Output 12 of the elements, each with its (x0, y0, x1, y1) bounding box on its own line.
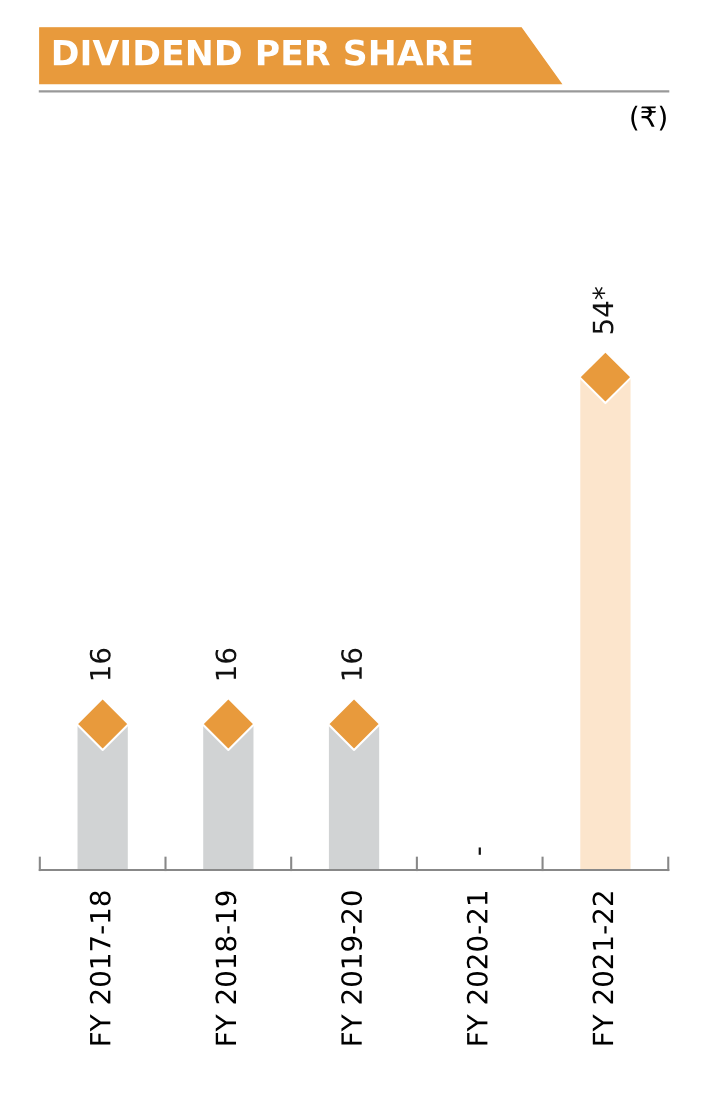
x-tick-label: FY 2017-18 (89, 891, 111, 1045)
x-tick-label: FY 2020-21 (466, 892, 488, 1045)
data-label: 16 (89, 648, 111, 680)
data-label: 54* (592, 287, 614, 334)
x-tick-label: FY 2018-19 (215, 891, 237, 1045)
data-label: 16 (215, 648, 237, 680)
data-label: - (478, 847, 481, 855)
data-label: 16 (341, 648, 363, 680)
x-tick-label: FY 2021-22 (592, 892, 614, 1045)
text: (₹) (631, 105, 666, 131)
chart-title: DIVIDEND PER SHARE (53, 39, 472, 66)
x-tick-label: FY 2019-20 (341, 891, 363, 1045)
